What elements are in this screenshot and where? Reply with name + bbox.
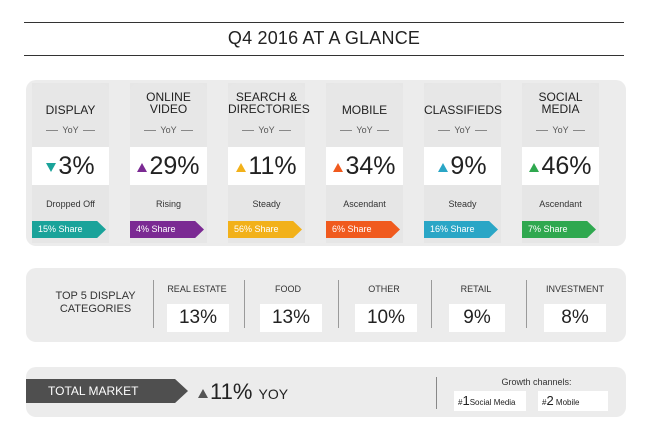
card-status: Rising: [155, 199, 181, 209]
card-header: ONLINE VIDEO YoY: [130, 83, 207, 147]
card-label: SOCIAL MEDIA: [538, 90, 583, 116]
divider: [431, 280, 432, 328]
category-other: OTHER 10%: [346, 276, 422, 336]
yoy-label: YoY: [32, 125, 109, 135]
card-value: 3%: [32, 147, 109, 185]
share-badge: 15% Share: [32, 221, 106, 238]
category-food: FOOD 13%: [252, 276, 324, 336]
down-arrow-icon: [46, 162, 57, 172]
card-status: Steady: [252, 199, 281, 209]
card-header: SEARCH & DIRECTORIES YoY: [228, 83, 310, 147]
growth-channels-title: Growth channels:: [501, 377, 572, 387]
channel-card-display: DISPLAY YoY 3% Dropped Off 15% Share: [32, 83, 109, 243]
card-header: DISPLAY YoY: [32, 83, 109, 147]
yoy-label: YoY: [130, 125, 207, 135]
channel-card-online-video: ONLINE VIDEO YoY 29% Rising 4% Share: [130, 83, 207, 243]
category-value: 13%: [167, 304, 229, 332]
card-label: SEARCH & DIRECTORIES: [228, 90, 310, 116]
category-label: FOOD: [275, 284, 301, 294]
card-label: ONLINE VIDEO: [146, 90, 191, 116]
growth-channel-1: #1Social Media: [454, 391, 526, 411]
card-label: DISPLAY: [45, 103, 96, 117]
growth-channel-2: #2 Mobile: [538, 391, 608, 411]
card-label: MOBILE: [341, 103, 388, 117]
yoy-label: YoY: [326, 125, 403, 135]
divider: [153, 280, 154, 328]
up-arrow-icon: [529, 162, 540, 172]
card-value: 29%: [130, 147, 207, 185]
share-badge: 7% Share: [522, 221, 596, 238]
card-label: CLASSIFIEDS: [424, 103, 503, 117]
card-header: MOBILE YoY: [326, 83, 403, 147]
top-categories-panel: TOP 5 DISPLAY CATEGORIES REAL ESTATE 13% …: [26, 268, 626, 342]
share-badge: 16% Share: [424, 221, 498, 238]
yoy-label: YoY: [522, 125, 599, 135]
up-arrow-icon: [137, 162, 148, 172]
up-arrow-icon: [438, 162, 449, 172]
yoy-label: YoY: [228, 125, 305, 135]
divider: [244, 280, 245, 328]
channel-card-mobile: MOBILE YoY 34% Ascendant 6% Share: [326, 83, 403, 243]
category-value: 9%: [449, 304, 505, 332]
total-market-panel: TOTAL MARKET 11% YOY Growth channels: #1…: [26, 367, 626, 417]
card-header: CLASSIFIEDS YoY: [424, 83, 503, 147]
divider: [338, 280, 339, 328]
up-arrow-icon: [198, 388, 208, 398]
card-value: 9%: [424, 147, 501, 185]
card-value: 34%: [326, 147, 403, 185]
divider: [436, 377, 437, 409]
category-value: 10%: [355, 304, 417, 332]
card-status: Ascendant: [343, 199, 386, 209]
category-real-estate: REAL ESTATE 13%: [161, 276, 233, 336]
category-value: 8%: [544, 304, 606, 332]
share-badge: 56% Share: [228, 221, 302, 238]
up-arrow-icon: [333, 162, 344, 172]
divider: [526, 280, 527, 328]
category-label: OTHER: [368, 284, 400, 294]
card-header: SOCIAL MEDIA YoY: [522, 83, 599, 147]
up-arrow-icon: [236, 162, 247, 172]
category-label: INVESTMENT: [545, 284, 604, 294]
card-value: 11%: [228, 147, 305, 185]
card-status: Dropped Off: [46, 199, 95, 209]
channel-card-search: SEARCH & DIRECTORIES YoY 11% Steady 56% S…: [228, 83, 310, 243]
category-label: RETAIL: [460, 284, 492, 294]
yoy-label: YoY: [424, 125, 501, 135]
card-value: 46%: [522, 147, 599, 185]
title-bar: Q4 2016 AT A GLANCE: [24, 22, 624, 56]
category-label: REAL ESTATE: [167, 284, 227, 294]
share-badge: 4% Share: [130, 221, 204, 238]
category-investment: INVESTMENT 8%: [532, 276, 618, 336]
card-status: Steady: [448, 199, 477, 209]
share-badge: 6% Share: [326, 221, 400, 238]
total-market-label: TOTAL MARKET: [26, 379, 188, 403]
page-title: Q4 2016 AT A GLANCE: [227, 28, 421, 48]
category-retail: RETAIL 9%: [438, 276, 514, 336]
channel-card-classifieds: CLASSIFIEDS YoY 9% Steady 16% Share: [424, 83, 503, 243]
channel-card-social-media: SOCIAL MEDIA YoY 46% Ascendant 7% Share: [522, 83, 599, 243]
channel-cards-panel: DISPLAY YoY 3% Dropped Off 15% Share ONL…: [26, 80, 626, 246]
category-value: 13%: [260, 304, 322, 332]
total-market-value: 11% YOY: [198, 379, 288, 407]
card-status: Ascendant: [539, 199, 582, 209]
categories-title: TOP 5 DISPLAY CATEGORIES: [55, 290, 136, 315]
